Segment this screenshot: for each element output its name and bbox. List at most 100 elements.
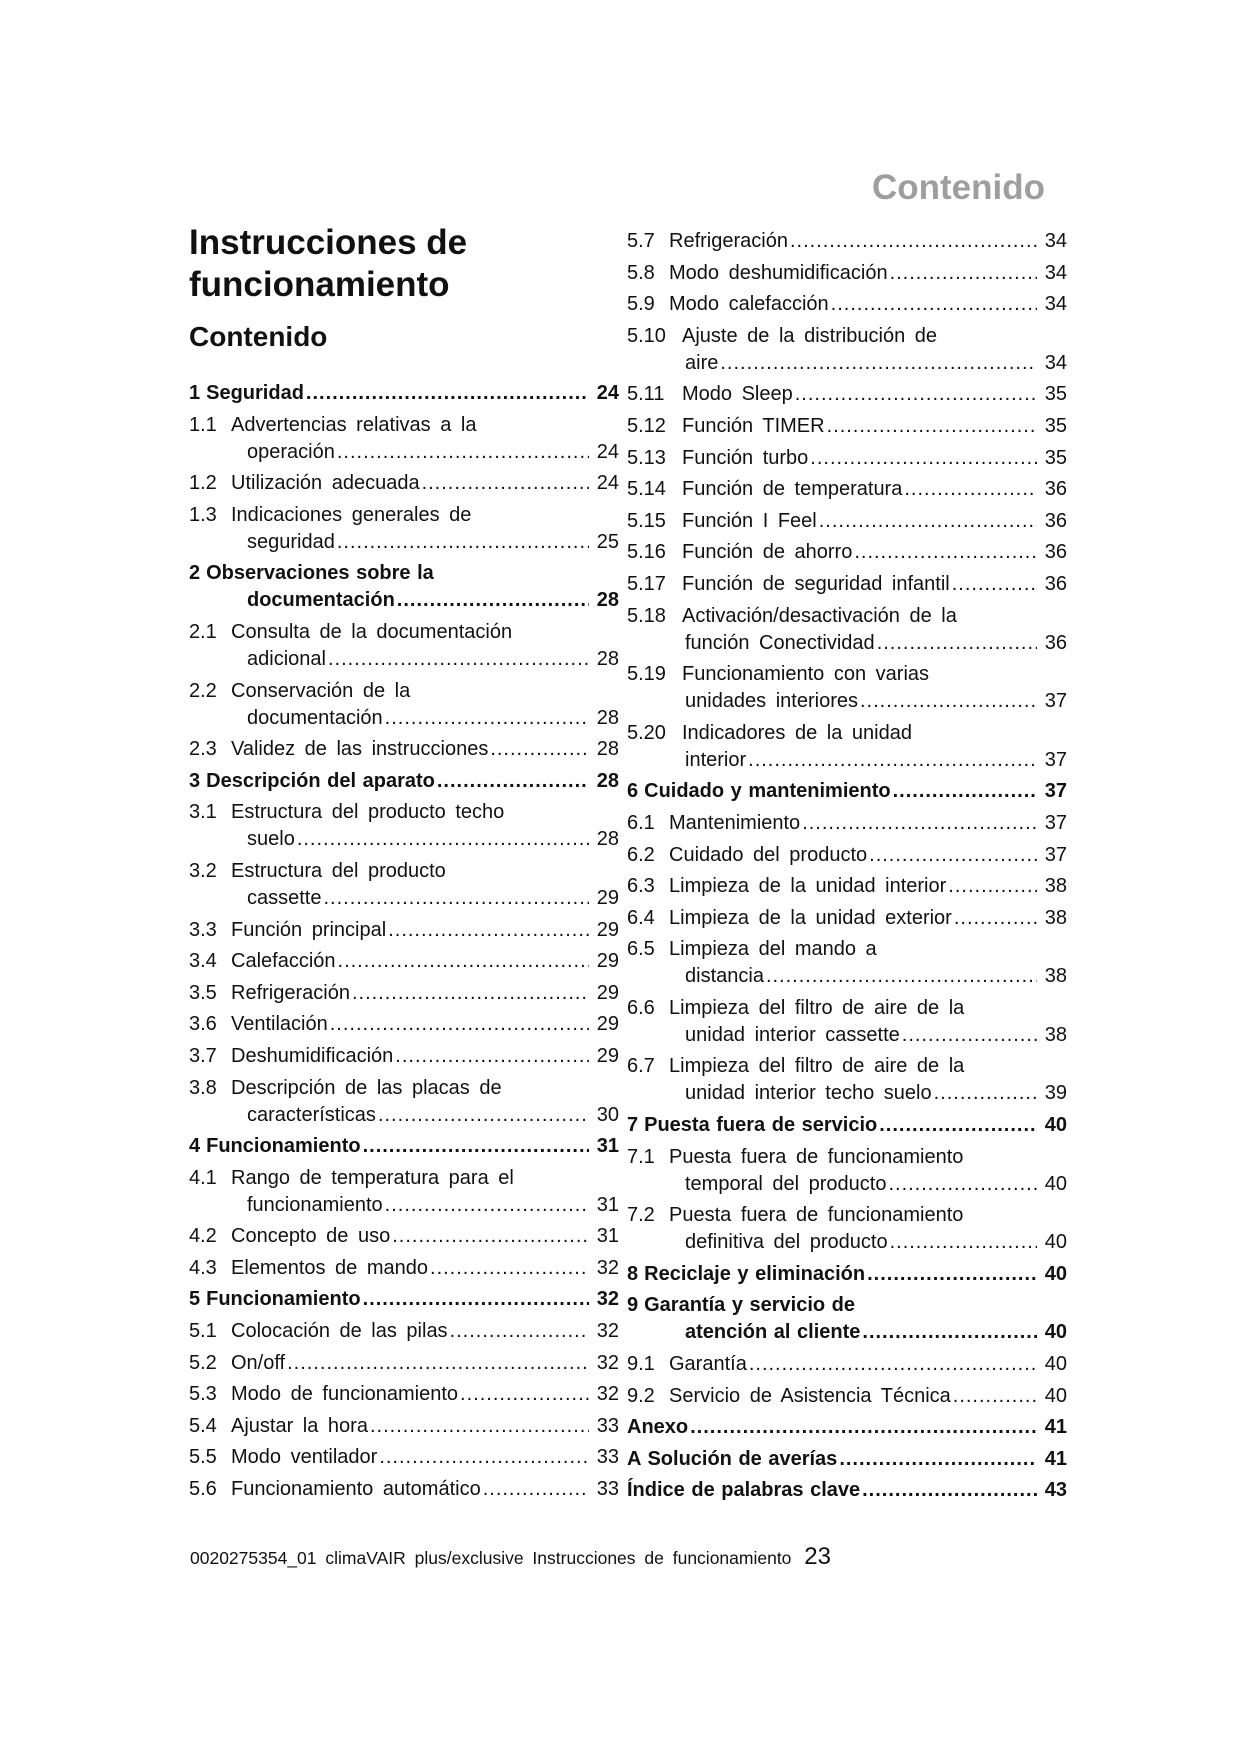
toc-entry[interactable]: 3.7 Deshumidificación 29 — [189, 1043, 619, 1070]
page-footer: 0020275354_01 climaVAIR plus/exclusive I… — [190, 1543, 831, 1571]
toc-entry[interactable]: 5.14 Función de temperatura 36 — [627, 476, 1067, 503]
toc-entry-page: 40 — [1044, 1262, 1067, 1285]
toc-entry[interactable]: 1.3 Indicaciones generales de seguridad 25 — [189, 502, 619, 556]
toc-entry[interactable]: 3.8 Descripción de las placas de caracterí… — [189, 1075, 619, 1129]
toc-entry[interactable]: 5.1 Colocación de las pilas 32 — [189, 1318, 619, 1345]
toc-entry[interactable]: 6.2 Cuidado del producto 37 — [627, 842, 1067, 869]
toc-entry-number: 3.6 — [189, 1013, 217, 1036]
toc-entry-title: Advertencias relativas a la — [231, 413, 477, 436]
toc-entry-title: función Conectividad — [685, 631, 875, 654]
toc-entry[interactable]: 3.4 Calefacción 29 — [189, 948, 619, 975]
toc-entry[interactable]: 3.2 Estructura del producto cassette 29 — [189, 858, 619, 912]
toc-entry[interactable]: 6.7 Limpieza del filtro de aire de la unid… — [627, 1053, 1067, 1107]
toc-entry[interactable]: 5.10 Ajuste de la distribución de aire 34 — [627, 323, 1067, 377]
toc-entry[interactable]: 5.12 Función TIMER 35 — [627, 413, 1067, 440]
toc-entry[interactable]: 5.15 Función I Feel 36 — [627, 508, 1067, 535]
toc-entry-line: 5.8 Modo deshumidificación 34 — [627, 260, 1067, 287]
dot-leader — [363, 1133, 589, 1160]
toc-entry-line: cassette 29 — [189, 885, 619, 912]
toc-entry-page: 33 — [596, 1446, 619, 1469]
toc-entry[interactable]: 5.11 Modo Sleep 35 — [627, 381, 1067, 408]
toc-entry[interactable]: 1.2 Utilización adecuada 24 — [189, 470, 619, 497]
toc-entry[interactable]: 2.3 Validez de las instrucciones 28 — [189, 736, 619, 763]
toc-entry[interactable]: 6.4 Limpieza de la unidad exterior 38 — [627, 905, 1067, 932]
toc-entry-page: 28 — [596, 706, 619, 729]
toc-entry[interactable]: 5.2 On/off 32 — [189, 1350, 619, 1377]
toc-entry[interactable]: 2.1 Consulta de la documentación adicional… — [189, 619, 619, 673]
toc-entry-number: 5.12 — [627, 414, 666, 437]
dot-leader — [934, 1080, 1037, 1107]
toc-entry[interactable]: 9.2 Servicio de Asistencia Técnica 40 — [627, 1383, 1067, 1410]
toc-entry-page: 30 — [596, 1103, 619, 1126]
toc-entry-title: Seguridad — [206, 382, 304, 404]
toc-entry-title: suelo — [247, 828, 295, 851]
toc-entry-number: 4.1 — [189, 1166, 217, 1189]
toc-entry[interactable]: 9 Garantía y servicio de atención al clien… — [627, 1292, 1067, 1346]
toc-entry-number: 3.5 — [189, 981, 217, 1004]
toc-entry[interactable]: 5.8 Modo deshumidificación 34 — [627, 260, 1067, 287]
toc-entry[interactable]: 3.6 Ventilación 29 — [189, 1011, 619, 1038]
toc-entry[interactable]: 5.13 Función turbo 35 — [627, 445, 1067, 472]
dot-leader — [378, 1102, 589, 1129]
toc-entry-line: atención al cliente 40 — [627, 1319, 1067, 1346]
toc-entry[interactable]: 5.5 Modo ventilador 33 — [189, 1444, 619, 1471]
dot-leader — [323, 885, 589, 912]
toc-entry[interactable]: 5.16 Función de ahorro 36 — [627, 539, 1067, 566]
toc-entry-number: 5.14 — [627, 478, 666, 501]
toc-entry-line: 4.2 Concepto de uso 31 — [189, 1223, 619, 1250]
toc-entry[interactable]: 6.6 Limpieza del filtro de aire de la unid… — [627, 995, 1067, 1049]
toc-entry[interactable]: 9.1 Garantía 40 — [627, 1351, 1067, 1378]
toc-entry[interactable]: 5.7 Refrigeración 34 — [627, 228, 1067, 255]
toc-entry-title: Limpieza del mando a — [669, 938, 877, 961]
toc-entry-title: Funcionamiento automático — [231, 1478, 481, 1501]
toc-entry-line: 2.1 Consulta de la documentación — [189, 619, 619, 646]
toc-entry[interactable]: 5.20 Indicadores de la unidad interior 37 — [627, 720, 1067, 774]
toc-entry-line: 3.7 Deshumidificación 29 — [189, 1043, 619, 1070]
toc-entry[interactable]: 3.5 Refrigeración 29 — [189, 980, 619, 1007]
toc-entry[interactable]: 6.5 Limpieza del mando a distancia 38 — [627, 936, 1067, 990]
toc-entry-page: 37 — [1044, 748, 1067, 771]
toc-entry-title: Función I Feel — [682, 509, 817, 532]
toc-entry[interactable]: 7.1 Puesta fuera de funcionamiento tempora… — [627, 1144, 1067, 1198]
toc-entry-line: 1.3 Indicaciones generales de — [189, 502, 619, 529]
toc-entry-title: Estructura del producto — [231, 859, 446, 882]
toc-entry-title: Indicadores de la unidad — [682, 721, 912, 744]
toc-entry-number: 6 — [627, 780, 639, 803]
dot-leader — [370, 1413, 589, 1440]
toc-entry-page: 33 — [596, 1414, 619, 1437]
toc-entry-page: 29 — [596, 1044, 619, 1067]
toc-entry[interactable]: 4.1 Rango de temperatura para el funcionam… — [189, 1165, 619, 1219]
toc-entry[interactable]: 5.18 Activación/desactivación de la funció… — [627, 603, 1067, 657]
toc-entry[interactable]: 5.9 Modo calefacción 34 — [627, 291, 1067, 318]
toc-entry[interactable]: Índice de palabras clave 43 — [627, 1477, 1067, 1504]
toc-entry[interactable]: 5.19 Funcionamiento con varias unidades in… — [627, 661, 1067, 715]
toc-entry[interactable]: 1.1 Advertencias relativas a la operación 2… — [189, 412, 619, 466]
toc-entry[interactable]: 5.6 Funcionamiento automático 33 — [189, 1476, 619, 1503]
toc-entry[interactable]: 6.1 Mantenimiento 37 — [627, 810, 1067, 837]
toc-entry[interactable]: Anexo 41 — [627, 1414, 1067, 1441]
toc-entry[interactable]: 3.1 Estructura del producto techo suelo 28 — [189, 799, 619, 853]
toc-entry[interactable]: 4.3 Elementos de mando 32 — [189, 1255, 619, 1282]
toc-entry[interactable]: 4.2 Concepto de uso 31 — [189, 1223, 619, 1250]
toc-entry[interactable]: 5.4 Ajustar la hora 33 — [189, 1413, 619, 1440]
toc-entry[interactable]: 5.17 Función de seguridad infantil 36 — [627, 571, 1067, 598]
toc-entry[interactable]: 6.3 Limpieza de la unidad interior 38 — [627, 873, 1067, 900]
toc-entry-number: 6.5 — [627, 938, 655, 961]
toc-entry[interactable]: 5.3 Modo de funcionamiento 32 — [189, 1381, 619, 1408]
toc-entry-title: Calefacción — [231, 950, 336, 973]
toc-entry-line: temporal del producto 40 — [627, 1171, 1067, 1198]
toc-entry[interactable]: 3.3 Función principal 29 — [189, 917, 619, 944]
toc-entry[interactable]: 7.2 Puesta fuera de funcionamiento definit… — [627, 1202, 1067, 1256]
toc-entry[interactable]: 2.2 Conservación de la documentación 28 — [189, 678, 619, 732]
toc-entry-line: 5.11 Modo Sleep 35 — [627, 381, 1067, 408]
toc-entry-title: Solución de averías — [647, 1447, 838, 1470]
